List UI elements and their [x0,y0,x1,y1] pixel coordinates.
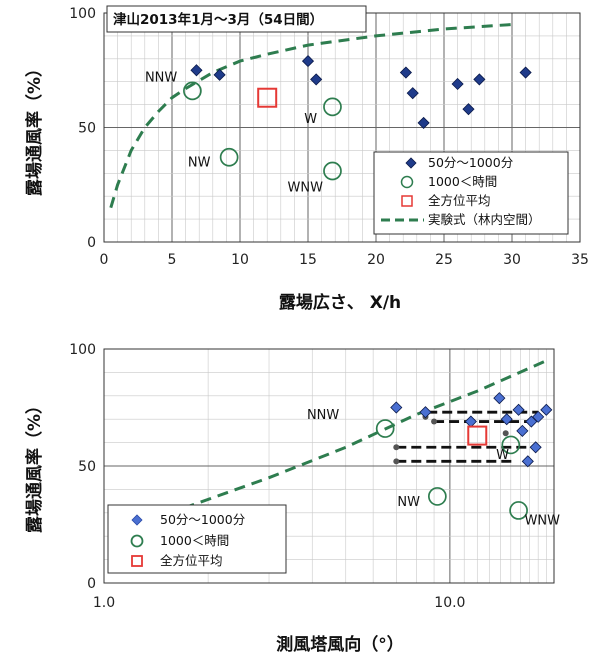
top-x-tick-3: 15 [299,252,317,268]
bottom-diamond-point-7 [521,455,534,468]
bottom-x-tick-1: 10.0 [434,595,465,611]
top-legend-square-icon [401,195,413,207]
top-diamond-point-4 [399,66,412,79]
top-y-tick-2: 100 [69,6,96,22]
bottom-legend-label-2: 1000＜時間 [160,533,229,548]
top-legend-diamond-icon [405,157,417,169]
top-tick-labels: 0 5 10 15 20 25 30 35 0 50 100 [69,6,589,268]
top-diamond-point-3 [310,73,323,86]
top-diamond-point-6 [417,116,430,129]
bottom-direction-label-3: WNW [525,514,561,529]
bottom-diamond-point-11 [540,403,553,416]
top-direction-label-1: W [304,112,317,127]
top-diamond-point-8 [462,103,475,116]
bottom-small-dot-3 [431,418,438,425]
bottom-direction-label-2: NW [397,495,420,510]
bottom-diamond-point-0 [390,401,403,414]
bottom-diamond-point-3 [493,392,506,405]
top-x-tick-6: 30 [503,252,521,268]
top-diamond-point-10 [519,66,532,79]
top-circle-point-3 [323,161,342,181]
bottom-diamond-point-5 [512,403,525,416]
top-diamond-point-9 [473,73,486,86]
top-title-box [106,5,367,33]
top-x-tick-4: 20 [367,252,385,268]
bottom-tick-labels: 1.0 10.0 0 50 100 [69,342,465,611]
top-circle-point-2 [323,97,342,117]
top-direction-label-2: NW [188,155,211,170]
top-direction-label-0: NNW [145,71,177,86]
top-x-tick-2: 10 [231,252,249,268]
top-x-axis-label: 露場広さ、 X/h [279,292,401,313]
bottom-lines [183,359,547,510]
top-legend-label-2: 1000＜時間 [428,174,497,189]
top-marks [183,55,532,181]
top-diamond-point-5 [406,87,419,100]
bottom-circle-point-2 [501,435,521,455]
bottom-diamond-point-1 [419,406,432,419]
bottom-y-tick-2: 100 [69,342,96,358]
bottom-small-dot-4 [502,430,509,437]
bottom-legend-square-icon [131,555,143,567]
top-square-point-0 [257,87,278,108]
top-diamond-point-1 [213,68,226,81]
bottom-direction-label-1: W [496,448,509,463]
bottom-diamond-point-10 [532,410,545,423]
top-direction-label-3: WNW [288,181,324,196]
bottom-legend-label-1: 50分～1000分 [160,512,245,527]
bottom-legend-label-3: 全方位平均 [160,553,223,568]
bottom-circle-point-0 [375,419,395,438]
top-empirical-curve [109,23,513,209]
top-legend-circle-icon [400,175,414,189]
top-diamond-point-7 [451,77,464,91]
bottom-small-dot-0 [393,458,400,465]
top-x-tick-5: 25 [435,252,453,268]
top-x-tick-1: 5 [168,252,177,268]
bottom-diamond-point-4 [500,413,513,426]
top-legend [373,151,569,235]
bottom-plot-frame [103,348,555,584]
bottom-direction-label-0: NNW [307,408,339,423]
bottom-square-point-0 [467,425,488,446]
bottom-marks [375,392,553,520]
bottom-legend-diamond-icon [131,514,143,526]
top-legend-label-3: 全方位平均 [428,193,491,208]
bottom-small-dot-1 [393,444,400,451]
top-circle-point-0 [183,81,202,101]
top-diamond-point-2 [301,55,315,68]
top-x-tick-7: 35 [571,252,589,268]
top-y-tick-0: 0 [87,235,96,251]
top-diamond-point-0 [190,64,203,77]
bottom-y-tick-0: 0 [87,576,96,592]
bottom-diamond-point-6 [516,424,529,437]
bottom-y-axis-label: 露場通風率（%） [24,397,45,533]
bottom-legend-circle-icon [130,534,144,548]
bottom-x-axis-label: 測風塔風向（°） [276,634,404,655]
top-legend-label-1: 50分～1000分 [428,155,513,170]
top-x-tick-0: 0 [100,252,109,268]
bottom-diamond-point-9 [529,441,542,454]
top-y-axis-label: 露場通風率（%） [24,60,45,196]
bottom-circle-point-3 [509,501,528,520]
bottom-y-tick-1: 50 [78,459,96,475]
bottom-diamond-point-2 [464,415,477,428]
top-circle-point-1 [219,147,239,167]
bottom-x-tick-0: 1.0 [93,595,115,611]
bottom-circle-point-1 [428,487,447,506]
top-curve [109,23,513,209]
top-legend-label-4: 実験式（林内空間） [428,212,541,227]
top-title: 津山2013年1月～3月（54日間） [113,11,323,28]
top-y-tick-1: 50 [78,121,96,137]
bottom-empirical-curve [183,359,547,510]
